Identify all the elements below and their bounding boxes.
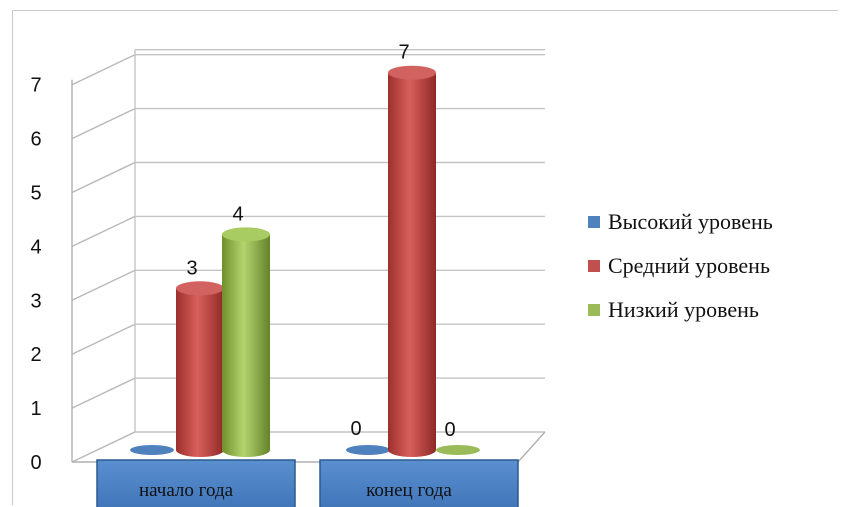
category-box [96,459,296,507]
legend-swatch [588,216,600,228]
bar-cap [388,65,436,80]
data-label: 4 [232,203,243,225]
legend-item: Средний уровень [588,244,773,288]
legend-label: Средний уровень [608,253,770,278]
legend: Высокий уровень Средний уровень Низкий уро… [588,200,773,332]
floor-right-edge [517,431,546,463]
category-box [319,459,519,507]
legend-swatch [588,260,600,272]
gridline-diagonal [71,54,136,86]
legend-label: Низкий уровень [608,297,759,322]
data-label: 0 [444,419,455,441]
y-tick-label: 3 [30,290,41,312]
data-label: 3 [186,257,197,279]
gridline-diagonal [71,269,136,301]
legend-item: Высокий уровень [588,200,773,244]
gridline-diagonal [71,431,136,463]
bar-0-2 [222,234,270,457]
category-label: конец года [366,480,452,501]
chart-frame [12,10,838,505]
y-tick-label: 4 [30,236,41,258]
category-label: начало года [139,480,234,501]
gridline-diagonal [71,377,136,409]
legend-item: Низкий уровень [588,288,773,332]
data-label: 7 [398,42,409,64]
bar-1-2 [436,445,480,455]
y-tick-label: 2 [30,344,41,366]
bar-cap [176,281,224,296]
y-tick-label: 1 [30,398,41,420]
bar-1-0 [346,445,390,455]
data-label: 0 [350,418,361,440]
bar-0-0 [130,445,174,455]
gridline-diagonal [71,161,136,194]
legend-swatch [588,304,600,316]
bar-cap [222,227,270,242]
y-tick-label: 0 [30,452,41,474]
bar-0-1 [176,288,224,457]
y-tick-label: 6 [30,129,41,151]
gridline-diagonal [71,323,136,355]
gridline-diagonal [71,215,136,248]
y-tick-label: 7 [30,75,41,97]
gridline-diagonal [71,107,136,140]
y-tick-label: 5 [30,183,41,205]
legend-label: Высокий уровень [608,209,773,234]
bar-1-1 [388,72,436,457]
